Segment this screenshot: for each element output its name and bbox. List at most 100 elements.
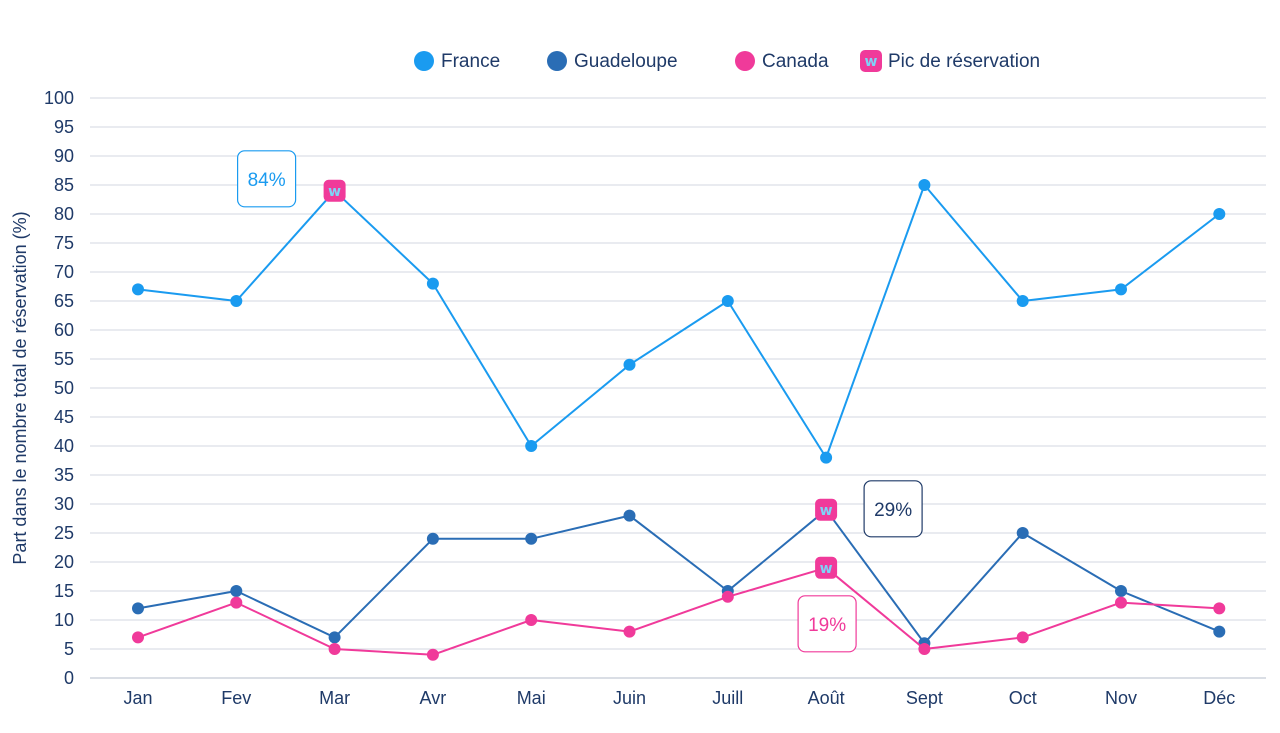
x-tick-label: Mai [517,688,546,708]
data-point [426,277,439,290]
y-tick-label: 60 [54,320,74,340]
y-tick-label: 35 [54,465,74,485]
data-point [230,596,243,609]
peak-callout-canada: 19% [797,595,857,653]
legend-item: Guadeloupe [547,51,678,72]
y-tick-label: 45 [54,407,74,427]
peak-label: 84% [248,170,286,191]
y-tick-label: 40 [54,436,74,456]
y-axis-ticks: 0 5 10 15 20 25 30 35 40 45 50 55 60 65 70 75 80 85 90 95 10… [44,88,74,688]
y-tick-label: 75 [54,233,74,253]
peak-badge-france: w [323,179,346,202]
y-tick-label: 20 [54,552,74,572]
data-point [820,451,833,464]
y-tick-label: 100 [44,88,74,108]
legend-marker [547,51,567,71]
data-point [230,585,243,597]
x-tick-label: Nov [1105,688,1137,708]
data-point [525,440,538,452]
series-lines [132,179,1226,661]
data-point [132,602,144,615]
y-tick-label: 95 [54,117,74,137]
data-point [132,283,144,296]
peak-label: 19% [808,615,846,636]
legend: France Guadeloupe Canada w Pic de réservatio… [414,50,1040,72]
data-point [1213,625,1226,638]
legend-label: Canada [762,51,829,72]
legend-badge: w [860,50,882,72]
legend-label: France [441,51,500,72]
series-line [137,184,1220,459]
series-canada [132,561,1226,661]
y-tick-label: 25 [54,523,74,543]
data-point [623,358,636,371]
x-tick-label: Mar [319,688,350,708]
peak-label: 29% [874,500,912,521]
peak-badge-canada: w [815,556,838,579]
y-tick-label: 5 [64,639,74,659]
data-point [328,643,341,655]
data-point [1213,602,1226,615]
y-tick-label: 65 [54,291,74,311]
data-point [1016,527,1029,539]
data-point [1016,295,1029,307]
data-point [918,179,931,191]
data-point [623,625,636,638]
svg-text:w: w [820,503,833,519]
y-tick-label: 80 [54,204,74,224]
data-point [1213,208,1226,220]
legend-label: Pic de réservation [888,51,1040,72]
x-tick-label: Fev [221,688,251,708]
data-point [230,295,243,307]
legend-item: Canada [735,51,829,72]
data-point [1115,585,1127,597]
data-point [721,590,734,603]
data-point [426,532,439,545]
data-point [623,509,636,522]
peak-callouts: w 84% w 29% w 19% [237,150,923,653]
x-tick-label: Sept [906,688,943,708]
y-tick-label: 55 [54,349,74,369]
data-point [1016,631,1029,644]
peak-callout-guadeloupe: 29% [863,480,923,538]
series-line [137,508,1220,645]
series-guadeloupe [132,503,1226,650]
x-tick-label: Juin [613,688,646,708]
data-point [328,631,341,644]
legend-marker [735,51,755,71]
data-point [132,631,144,644]
x-tick-label: Avr [420,688,447,708]
data-point [1115,283,1127,296]
y-tick-label: 0 [64,668,74,688]
data-point [525,614,538,626]
svg-text:w: w [865,54,878,70]
x-tick-label: Jan [123,688,152,708]
x-tick-label: Oct [1009,688,1037,708]
data-point [525,532,538,545]
x-tick-label: Juill [712,688,743,708]
series-france [132,179,1226,464]
data-point [1115,596,1127,609]
data-point [918,643,931,655]
peak-badge-guadeloupe: w [815,498,838,521]
y-tick-label: 50 [54,378,74,398]
svg-text:w: w [820,561,833,577]
legend-marker [414,51,434,71]
y-tick-label: 15 [54,581,74,601]
y-tick-label: 90 [54,146,74,166]
peak-callout-france: 84% [237,150,297,208]
y-axis-label: Part dans le nombre total de réservation… [10,211,30,564]
legend-item: France [414,51,500,72]
x-axis-ticks: Jan Fev Mar Avr Mai Juin Juill Août Sept Oct Nov Dé… [123,688,1235,708]
x-tick-label: Déc [1203,688,1235,708]
x-tick-label: Août [808,688,845,708]
y-tick-label: 30 [54,494,74,514]
legend-item: w Pic de réservation [860,50,1040,72]
y-tick-label: 85 [54,175,74,195]
grid-lines [90,97,1266,679]
data-point [721,295,734,307]
y-tick-label: 10 [54,610,74,630]
y-tick-label: 70 [54,262,74,282]
series-line [137,566,1220,656]
